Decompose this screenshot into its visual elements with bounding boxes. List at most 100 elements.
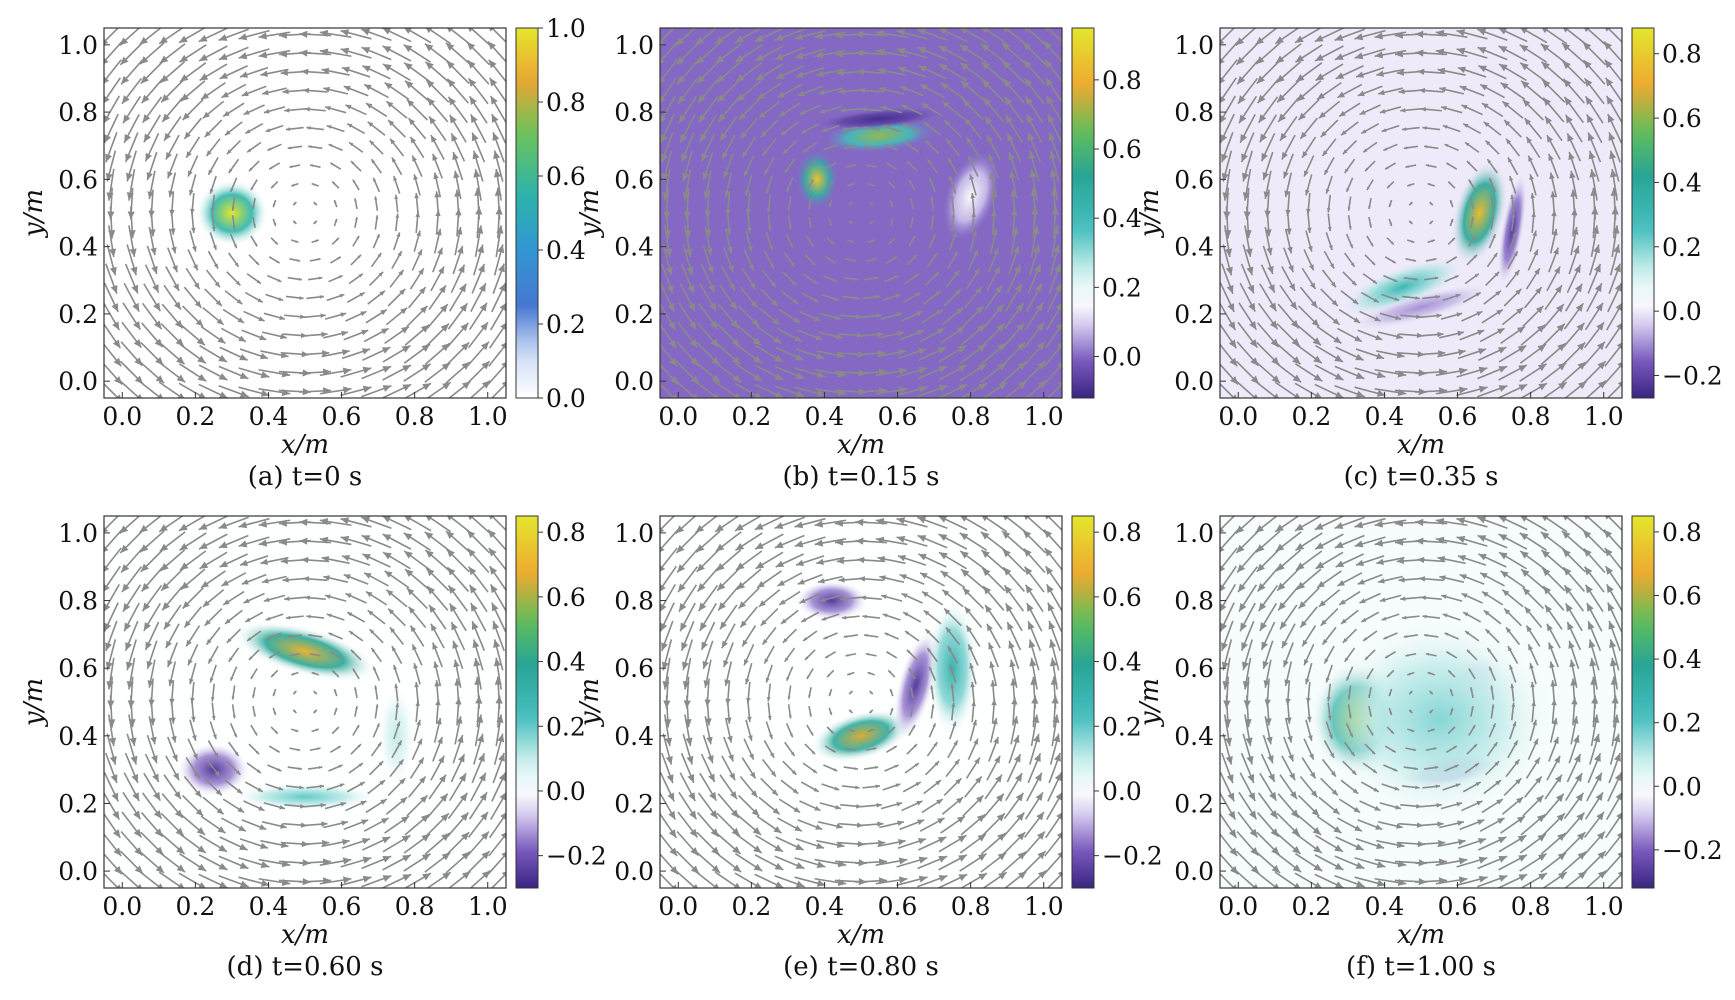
velocity-arrow [488,322,506,349]
velocity-arrow [1355,555,1385,566]
velocity-arrow [679,602,696,632]
velocity-arrow [758,307,781,326]
velocity-arrow [209,664,217,683]
velocity-arrow [163,115,182,142]
velocity-arrow [885,256,898,264]
velocity-arrow [309,652,321,657]
velocity-arrow [382,63,411,82]
velocity-arrow [1295,833,1323,854]
velocity-arrow [340,517,372,528]
velocity-arrow [218,534,249,549]
velocity-arrow [270,237,279,246]
velocity-arrow [884,143,899,152]
velocity-arrow [1604,565,1622,592]
velocity-arrow [1026,114,1043,144]
y-tick-label: 0.0 [58,367,98,396]
velocity-arrow [1445,745,1458,753]
velocity-arrow [884,764,899,772]
velocity-arrow [680,132,695,163]
velocity-arrow [984,115,1003,142]
velocity-arrow [1003,302,1025,330]
velocity-arrow [795,348,825,360]
velocity-arrow [119,869,142,888]
y-tick-label: 0.8 [58,98,98,127]
velocity-arrow [340,47,372,59]
velocity-arrow [715,43,742,64]
velocity-arrow [1296,80,1322,102]
velocity-arrow [697,78,720,104]
velocity-arrow [1357,819,1383,831]
velocity-arrow [758,100,781,119]
velocity-arrow [1464,762,1480,774]
velocity-arrow [492,263,505,294]
velocity-arrow [1486,252,1498,268]
velocity-arrow [899,85,925,97]
velocity-arrow [1338,102,1361,118]
y-tick-label: 0.2 [1174,300,1214,329]
velocity-arrow [1544,284,1563,311]
velocity-arrow [1368,705,1372,717]
velocity-arrow [1435,876,1468,885]
colorbar-tick-label: 0.2 [1662,709,1702,738]
velocity-arrow [268,745,281,753]
velocity-arrow [863,633,879,638]
velocity-arrow [415,700,420,723]
velocity-arrow [794,29,826,41]
velocity-arrow [1379,802,1402,810]
velocity-arrow [1049,244,1061,276]
velocity-arrow [906,160,918,172]
velocity-arrow [778,590,801,606]
velocity-arrow [391,740,403,759]
velocity-arrow [1540,342,1567,365]
velocity-arrow [1045,791,1062,821]
velocity-arrow [1507,156,1519,176]
velocity-arrow [735,62,763,83]
velocity-arrow [345,592,367,604]
y-tick-label: 1.0 [1174,519,1214,548]
velocity-arrow [910,216,914,228]
velocity-arrow [1296,813,1322,836]
velocity-arrow [1501,307,1524,326]
y-tick-label: 0.8 [1174,587,1214,616]
velocity-arrow [472,639,484,671]
velocity-arrow [370,252,382,268]
velocity-arrow [238,876,270,887]
velocity-arrow [446,341,470,366]
velocity-arrow [381,516,412,531]
velocity-arrow [1604,59,1622,83]
velocity-arrow [202,100,225,119]
velocity-arrow [926,647,938,663]
velocity-arrow [1345,722,1354,738]
velocity-arrow [265,124,284,133]
velocity-arrow [1022,850,1047,875]
x-tick-label: 0.0 [658,402,698,431]
velocity-arrow [918,553,947,568]
velocity-arrow [1470,687,1474,699]
velocity-arrow [1277,585,1300,611]
velocity-arrow [167,736,178,762]
velocity-arrow [104,382,121,398]
velocity-arrow [736,324,762,346]
colorbar-tick-label: 0.2 [546,712,586,741]
velocity-arrow [1275,549,1302,572]
velocity-arrow [284,107,306,113]
velocity-arrow [1235,380,1258,398]
velocity-arrow [167,247,178,273]
velocity-arrow [385,796,408,815]
velocity-arrow [959,343,987,364]
velocity-arrow [678,302,698,331]
velocity-arrow [185,267,201,290]
velocity-arrow [746,192,751,215]
velocity-arrow [365,798,388,814]
velocity-arrow [1298,587,1320,610]
velocity-arrow [1386,180,1395,189]
velocity-arrow [159,43,186,64]
velocity-arrow [760,607,779,627]
velocity-arrow [209,175,217,194]
velocity-arrow [767,213,772,232]
velocity-arrow [490,381,506,398]
velocity-arrow [1029,168,1038,201]
velocity-arrow [969,719,977,742]
velocity-arrow [1542,871,1568,888]
velocity-arrow [846,182,855,187]
